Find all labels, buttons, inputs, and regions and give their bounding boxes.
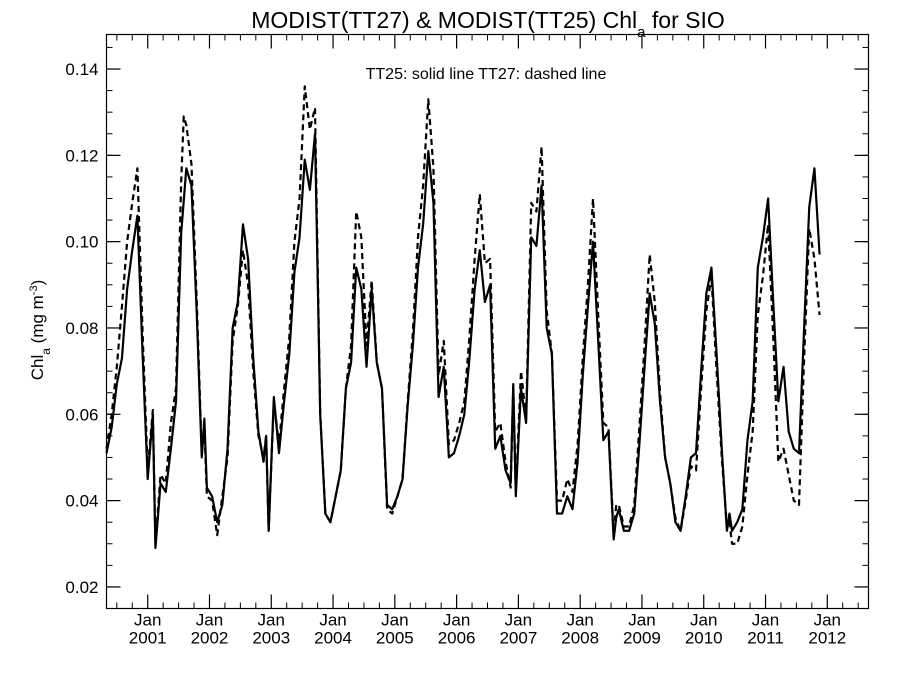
y-tick-label-2: 0.06 [65,405,98,424]
y-tick-label-5: 0.12 [65,146,98,165]
x-tick-label-month-5: Jan [443,611,470,630]
x-tick-label-month-8: Jan [628,611,655,630]
y-axis-label-close: ) [28,280,47,286]
x-tick-label-year-2: 2003 [252,629,290,648]
x-tick-label-month-7: Jan [566,611,593,630]
x-tick-label-month-2: Jan [258,611,285,630]
y-axis-label: Chla (mg m-3) [28,280,53,381]
x-tick-label-month-0: Jan [134,611,161,630]
x-tick-label-year-9: 2010 [685,629,723,648]
x-tick-label-year-10: 2011 [747,629,784,648]
x-tick-label-year-5: 2006 [438,629,476,648]
x-tick-label-month-6: Jan [505,611,532,630]
chart-title: MODIST(TT27) & MODIST(TT25) Chla for SIO [251,7,725,41]
x-tick-label-year-0: 2001 [129,629,167,648]
x-tick-label-year-1: 2002 [191,629,229,648]
series-line-solid [105,132,821,550]
x-tick-label-month-11: Jan [814,611,841,630]
plot-frame [105,33,870,610]
chart-title-main: MODIST(TT27) & MODIST(TT25) Chl [251,7,637,33]
x-tick-label-month-9: Jan [690,611,717,630]
y-axis-label-subscript: a [39,348,53,355]
y-axis-label-superscript: -3 [28,285,40,295]
series-line-dashed [105,85,821,545]
x-tick-label-month-10: Jan [752,611,779,630]
chart-title-tail: for SIO [646,7,725,33]
x-tick-label-month-3: Jan [319,611,346,630]
x-tick-label-year-8: 2009 [623,629,661,648]
x-tick-label-year-3: 2004 [314,629,352,648]
x-tick-label-year-6: 2007 [499,629,537,648]
chart-title-subscript: a [637,24,646,41]
y-tick-label-1: 0.04 [65,492,98,511]
x-tick-label-month-1: Jan [196,611,223,630]
axis-ticks: 0.020.040.060.080.100.120.14Jan2001Jan20… [65,34,869,648]
legend-text: TT25: solid line TT27: dashed line [366,66,607,83]
x-tick-label-year-11: 2012 [808,629,846,648]
y-axis-label-units: (mg m [28,295,47,348]
y-tick-label-4: 0.10 [65,233,98,252]
y-axis-label-main: Chl [28,355,47,381]
y-tick-label-0: 0.02 [65,578,98,597]
y-tick-label-6: 0.14 [65,60,98,79]
data-series [105,85,821,550]
x-tick-label-month-4: Jan [381,611,408,630]
x-tick-label-year-7: 2008 [561,629,599,648]
x-tick-label-year-4: 2005 [376,629,414,648]
y-tick-label-3: 0.08 [65,319,98,338]
